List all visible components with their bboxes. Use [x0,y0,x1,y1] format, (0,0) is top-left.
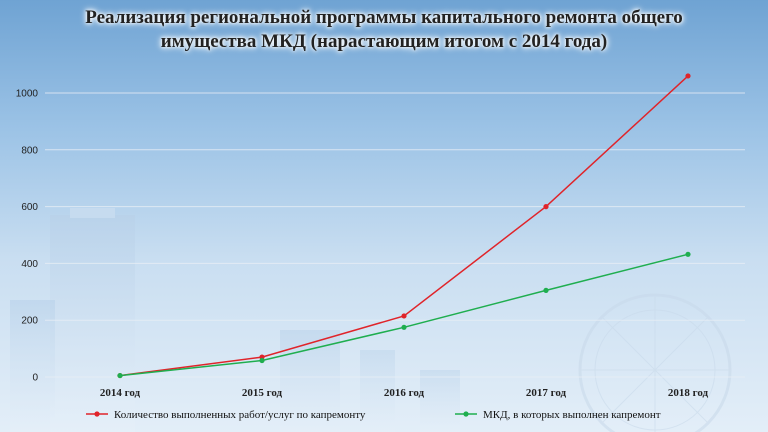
data-point [685,251,691,257]
y-tick-label: 1000 [16,89,39,100]
axes: 0 200 400 600 800 1000 2014 год 2015 год 2016 го… [16,89,709,400]
grid [45,92,745,378]
legend-marker [94,411,100,417]
building [10,300,55,432]
x-tick-label: 2017 год [526,387,567,399]
x-tick-label: 2018 год [668,387,709,399]
legend-label: Количество выполненных работ/услуг по ка… [114,409,366,421]
chart-title: Реализация региональной программы капита… [85,7,683,52]
building [280,330,340,432]
x-tick-label: 2016 год [384,387,425,399]
data-point [117,372,123,379]
data-point [401,324,407,330]
y-tick-label: 400 [21,259,38,270]
data-point [543,204,549,210]
building [360,350,395,432]
data-point [401,313,407,319]
y-tick-label: 600 [21,202,38,213]
series-line [119,75,689,377]
series [117,73,691,379]
x-tick-label: 2014 год [100,387,141,399]
data-point [685,73,691,79]
building [420,370,460,432]
legend: Количество выполненных работ/услуг по ка… [86,409,661,421]
legend-marker [463,411,469,417]
data-point [259,357,265,364]
y-tick-label: 800 [21,145,38,156]
x-tick-label: 2015 год [242,387,283,399]
tower-top [70,208,115,218]
y-tick-label: 200 [21,316,38,327]
legend-label: МКД, в которых выполнен капремонт [483,409,661,421]
tower-building [50,215,135,432]
ferris-wheel-icon [578,293,732,432]
data-point [543,287,549,293]
y-tick-label: 0 [32,373,38,384]
